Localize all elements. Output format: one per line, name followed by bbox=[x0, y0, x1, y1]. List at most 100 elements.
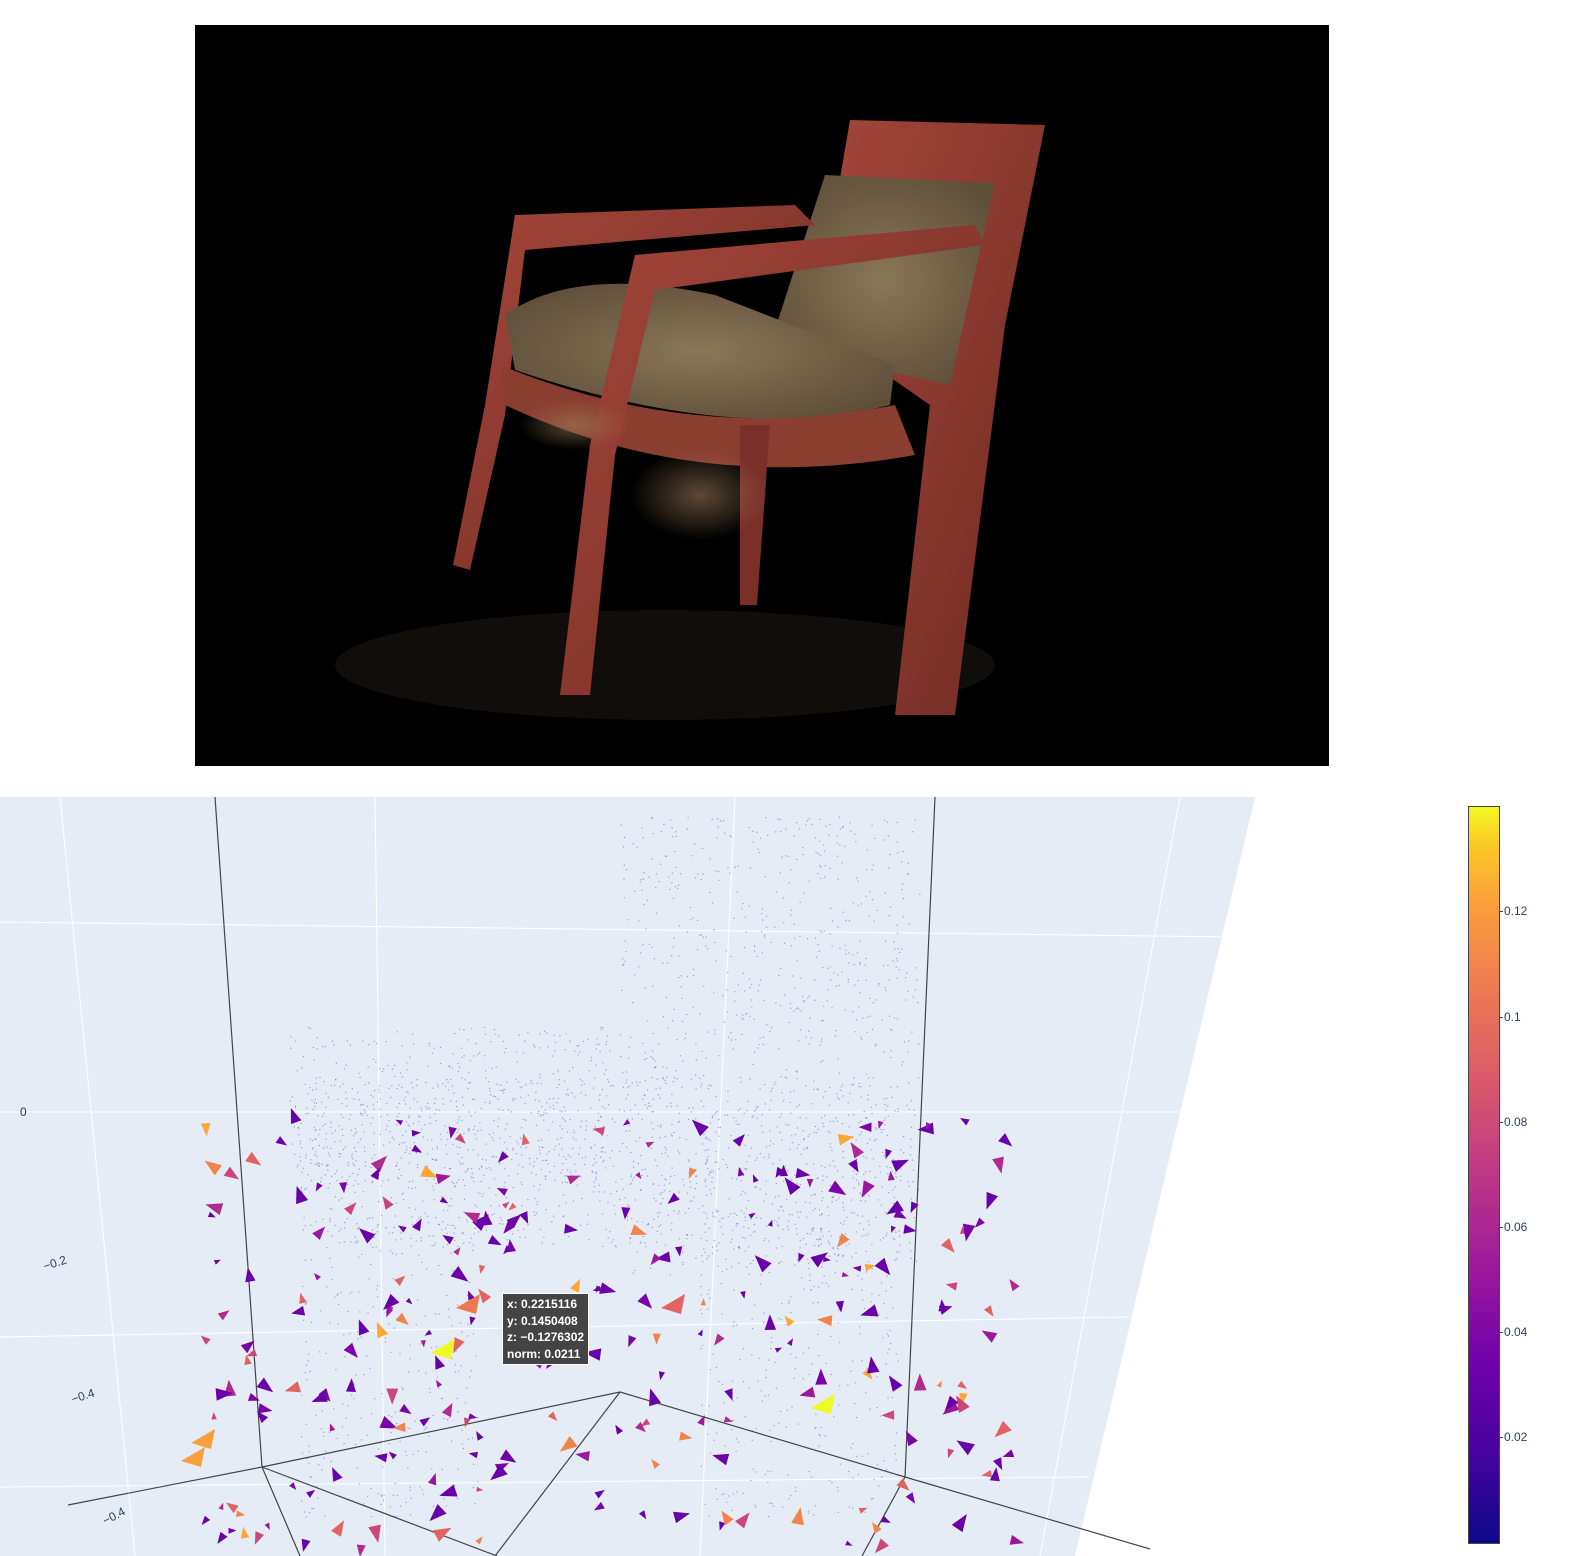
cone-marker[interactable] bbox=[940, 1238, 955, 1253]
cone-marker[interactable] bbox=[431, 1339, 455, 1359]
cone-marker[interactable] bbox=[867, 1356, 880, 1374]
cone-marker[interactable] bbox=[860, 1304, 879, 1317]
cone-marker[interactable] bbox=[878, 1120, 884, 1129]
cone-marker[interactable] bbox=[399, 1404, 412, 1415]
cone-marker[interactable] bbox=[463, 1212, 481, 1224]
cone-marker[interactable] bbox=[398, 1225, 407, 1233]
cone-marker[interactable] bbox=[200, 1123, 211, 1137]
cone-marker[interactable] bbox=[962, 1223, 976, 1242]
cone-marker[interactable] bbox=[284, 1381, 301, 1393]
cone-marker[interactable] bbox=[254, 1531, 264, 1545]
cone-marker[interactable] bbox=[989, 1467, 1000, 1482]
cone-marker[interactable] bbox=[1009, 1279, 1020, 1292]
cone-marker[interactable] bbox=[735, 1512, 750, 1529]
cone-marker[interactable] bbox=[691, 1119, 709, 1137]
cone-marker[interactable] bbox=[874, 1257, 891, 1276]
cone-marker[interactable] bbox=[754, 1255, 772, 1273]
cone-marker[interactable] bbox=[697, 1329, 703, 1337]
cone-marker[interactable] bbox=[329, 1423, 336, 1432]
cone-marker[interactable] bbox=[476, 1486, 484, 1492]
cone-marker[interactable] bbox=[448, 1126, 457, 1139]
cone-marker[interactable] bbox=[382, 1196, 394, 1210]
cone-marker[interactable] bbox=[450, 1266, 469, 1282]
cone-marker[interactable] bbox=[519, 1211, 529, 1224]
cone-marker[interactable] bbox=[732, 1134, 745, 1147]
cone-marker[interactable] bbox=[256, 1377, 274, 1393]
cone-marker[interactable] bbox=[974, 1217, 985, 1228]
cone-marker[interactable] bbox=[464, 1417, 471, 1428]
cone-marker[interactable] bbox=[737, 1167, 745, 1177]
cone-marker[interactable] bbox=[379, 1416, 398, 1429]
cone-marker[interactable] bbox=[343, 1342, 358, 1358]
cone-marker[interactable] bbox=[981, 1330, 998, 1343]
cone-marker[interactable] bbox=[905, 1430, 918, 1447]
cone-marker[interactable] bbox=[386, 1388, 399, 1405]
cone-marker[interactable] bbox=[331, 1520, 345, 1537]
cone-marker[interactable] bbox=[951, 1514, 967, 1533]
cone-marker[interactable] bbox=[881, 1515, 891, 1523]
cone-marker[interactable] bbox=[245, 1267, 256, 1283]
cone-marker[interactable] bbox=[841, 1272, 849, 1277]
cone-marker[interactable] bbox=[469, 1316, 476, 1326]
cone-marker[interactable] bbox=[344, 1202, 357, 1216]
cone-marker[interactable] bbox=[850, 1142, 864, 1159]
cone-marker[interactable] bbox=[217, 1531, 228, 1544]
cone-marker[interactable] bbox=[405, 1297, 413, 1305]
cone-marker[interactable] bbox=[424, 1329, 432, 1336]
cone-marker[interactable] bbox=[411, 1129, 421, 1137]
cone-marker[interactable] bbox=[848, 1159, 859, 1173]
cone-marker[interactable] bbox=[652, 1333, 661, 1345]
cone-marker[interactable] bbox=[767, 1219, 773, 1227]
cone-marker[interactable] bbox=[697, 1415, 705, 1426]
cone-marker[interactable] bbox=[345, 1378, 356, 1392]
cone-marker[interactable] bbox=[886, 1200, 904, 1215]
cone-marker[interactable] bbox=[226, 1502, 239, 1514]
cone-marker[interactable] bbox=[368, 1524, 381, 1543]
cone-marker[interactable] bbox=[472, 1214, 489, 1231]
cone-marker[interactable] bbox=[411, 1144, 423, 1153]
cone-marker[interactable] bbox=[275, 1136, 288, 1146]
cone-marker[interactable] bbox=[658, 1371, 665, 1381]
cone-marker[interactable] bbox=[235, 1510, 246, 1517]
cone-marker[interactable] bbox=[412, 1218, 422, 1232]
cone-marker[interactable] bbox=[845, 1540, 853, 1546]
cone-marker[interactable] bbox=[374, 1453, 388, 1463]
cone-marker[interactable] bbox=[583, 1348, 602, 1361]
cone-marker[interactable] bbox=[599, 1282, 617, 1294]
cone-marker[interactable] bbox=[200, 1335, 211, 1345]
cone-marker[interactable] bbox=[874, 1538, 889, 1554]
cone-marker[interactable] bbox=[913, 1373, 927, 1391]
cone-marker[interactable] bbox=[885, 1148, 892, 1159]
cone-marker[interactable] bbox=[764, 1314, 777, 1330]
cone-marker[interactable] bbox=[240, 1526, 250, 1539]
cone-marker[interactable] bbox=[959, 1226, 966, 1234]
cone-marker[interactable] bbox=[244, 1354, 252, 1366]
cone-marker[interactable] bbox=[983, 1305, 994, 1317]
cone-marker[interactable] bbox=[257, 1403, 273, 1414]
cone-marker[interactable] bbox=[419, 1417, 431, 1427]
cone-marker[interactable] bbox=[247, 1393, 260, 1401]
cone-marker[interactable] bbox=[630, 1224, 647, 1235]
cone-marker[interactable] bbox=[217, 1310, 230, 1321]
cone-marker[interactable] bbox=[779, 1164, 788, 1177]
cone-marker[interactable] bbox=[201, 1515, 211, 1526]
cone-marker[interactable] bbox=[181, 1447, 205, 1467]
cone-marker[interactable] bbox=[891, 1159, 909, 1172]
cone-marker[interactable] bbox=[956, 1395, 970, 1413]
cone-marker[interactable] bbox=[1002, 1449, 1015, 1457]
cone-marker[interactable] bbox=[828, 1180, 847, 1196]
cone-marker[interactable] bbox=[784, 1315, 795, 1327]
cone-marker[interactable] bbox=[356, 1544, 366, 1556]
cone-marker[interactable] bbox=[675, 1246, 683, 1257]
cone-marker[interactable] bbox=[592, 1285, 602, 1292]
cone-marker[interactable] bbox=[774, 1347, 783, 1353]
cone-marker[interactable] bbox=[291, 1305, 306, 1316]
cone-marker[interactable] bbox=[719, 1521, 726, 1531]
cone-marker[interactable] bbox=[439, 1484, 458, 1497]
cones[interactable] bbox=[181, 1108, 1024, 1556]
cone-marker[interactable] bbox=[858, 1507, 868, 1514]
cone-marker[interactable] bbox=[502, 1201, 510, 1209]
cone-marker[interactable] bbox=[635, 1421, 646, 1433]
cone-marker[interactable] bbox=[240, 1340, 255, 1354]
cone-marker[interactable] bbox=[567, 1175, 581, 1185]
